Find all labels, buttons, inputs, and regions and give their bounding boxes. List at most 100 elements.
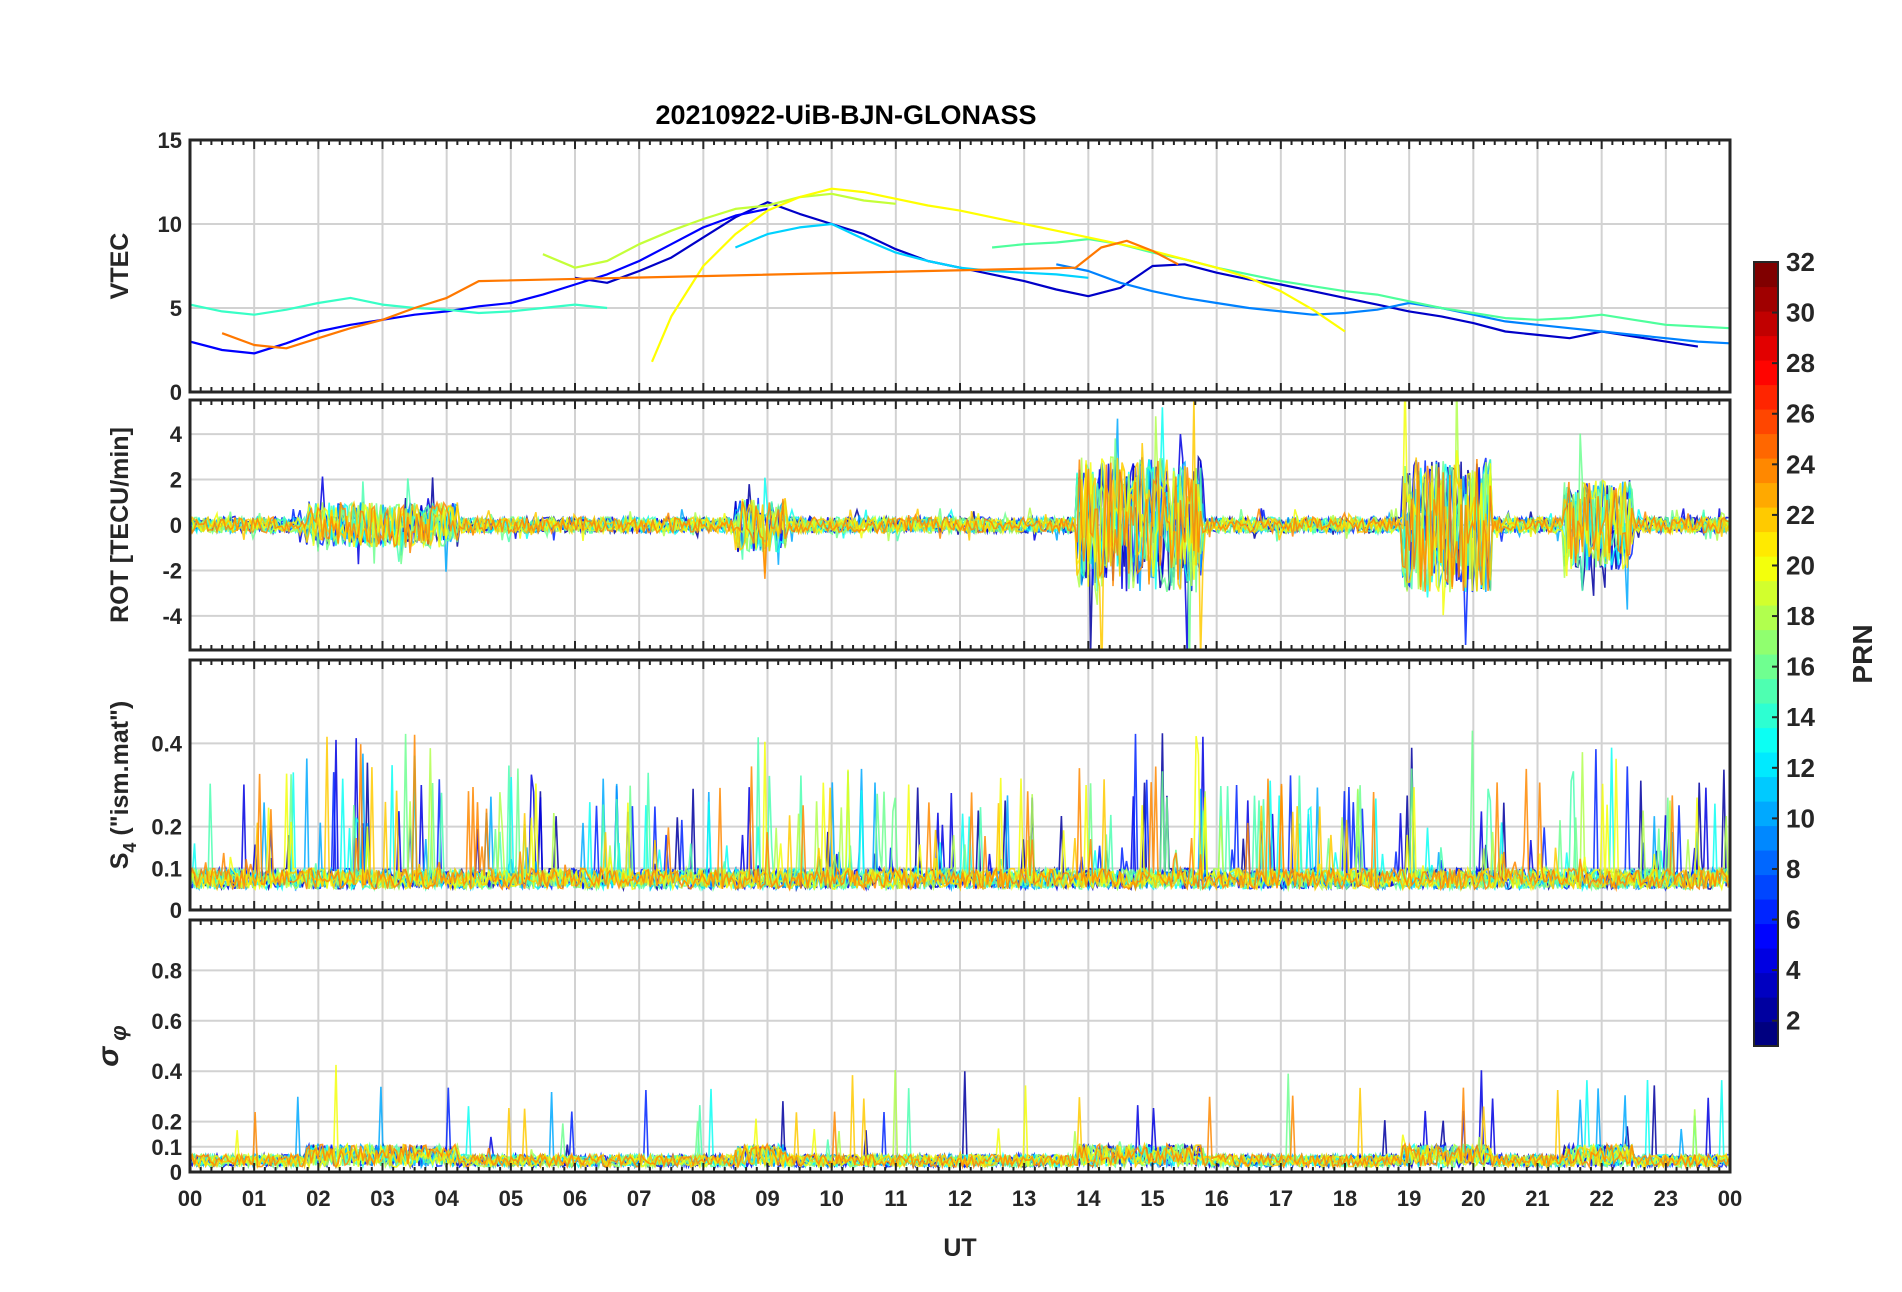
x-tick-label: 23 (1654, 1186, 1678, 1211)
colorbar-tick-label: 2 (1786, 1006, 1800, 1036)
colorbar-swatch (1754, 580, 1778, 606)
colorbar-swatch (1754, 752, 1778, 778)
colorbar-swatch (1754, 433, 1778, 459)
y-tick-label: 0.1 (151, 856, 182, 881)
colorbar-label: PRN (1847, 624, 1878, 683)
x-tick-label: 02 (306, 1186, 330, 1211)
colorbar-swatch (1754, 531, 1778, 557)
y-tick-label: 10 (158, 212, 182, 237)
x-tick-label: 00 (1718, 1186, 1742, 1211)
series-line-prn-20 (650, 187, 1346, 363)
y-tick-label: 4 (170, 422, 183, 447)
colorbar-swatch (1754, 948, 1778, 974)
y-tick-label: 0.2 (151, 815, 182, 840)
x-tick-label: 10 (819, 1186, 843, 1211)
x-tick-label: 00 (178, 1186, 202, 1211)
colorbar-tick-label: 10 (1786, 803, 1815, 833)
series-line-prn-2 (574, 201, 1699, 348)
colorbar-swatch (1754, 335, 1778, 361)
y-tick-label: 5 (170, 296, 182, 321)
y-tick-label: -2 (162, 558, 182, 583)
colorbar-tick-label: 32 (1786, 247, 1815, 277)
colorbar-tick-label: 22 (1786, 500, 1815, 530)
colorbar-swatch (1754, 850, 1778, 876)
series-line-prn-15 (190, 296, 608, 316)
colorbar-swatch (1754, 482, 1778, 508)
y-tick-label: 0 (170, 1160, 182, 1185)
x-tick-label: 08 (691, 1186, 715, 1211)
x-tick-label: 07 (627, 1186, 651, 1211)
y-tick-label: 0.4 (151, 1059, 182, 1084)
chart-title: 20210922-UiB-BJN-GLONASS (655, 100, 1036, 130)
y-tick-label: 0 (170, 898, 182, 923)
x-tick-label: 19 (1397, 1186, 1421, 1211)
y-tick-label: 0.2 (151, 1110, 182, 1135)
x-tick-label: 17 (1269, 1186, 1293, 1211)
y-tick-label: 15 (158, 128, 182, 153)
colorbar-swatch (1754, 311, 1778, 337)
colorbar-swatch (1754, 874, 1778, 900)
colorbar-swatch (1754, 458, 1778, 484)
trace-line (190, 734, 1730, 893)
trace-line (190, 1087, 1730, 1170)
colorbar-swatch (1754, 801, 1778, 827)
trace-line (190, 737, 1730, 893)
panel-1: 0 5 10 15 VTEC (106, 128, 1732, 405)
y-tick-label: 0.4 (151, 731, 182, 756)
x-tick-label: 18 (1333, 1186, 1357, 1211)
colorbar-swatch (1754, 507, 1778, 533)
colorbar-tick-label: 24 (1786, 449, 1815, 479)
y-tick-label: 0.8 (151, 958, 182, 983)
x-tick-label: 21 (1525, 1186, 1549, 1211)
colorbar-tick-label: 16 (1786, 652, 1815, 682)
colorbar-tick-label: 6 (1786, 905, 1800, 935)
colorbar-swatch (1754, 776, 1778, 802)
x-tick-label: 22 (1589, 1186, 1613, 1211)
x-tick-label: 20 (1461, 1186, 1485, 1211)
y-axis-label: ROT [TECU/min] (106, 427, 134, 623)
trace-line (190, 458, 1729, 592)
y-axis-label: VTEC (106, 233, 134, 300)
x-tick-label: 11 (884, 1186, 907, 1211)
x-tick-label: 16 (1204, 1186, 1228, 1211)
y-tick-label: 0.1 (151, 1135, 182, 1160)
colorbar-swatch (1754, 556, 1778, 582)
x-tick-label: 03 (370, 1186, 394, 1211)
colorbar-swatch (1754, 678, 1778, 704)
colorbar-tick-label: 8 (1786, 854, 1800, 884)
panel-4: 00.10.2 0.4 0.6 0.8 σ φ 00 01 02 03 04 05 06 07 08 09 1… (92, 918, 1742, 1211)
colorbar-swatch (1754, 923, 1778, 949)
series-line-prn-4 (190, 207, 768, 355)
y-axis-label: σ φ (92, 1025, 131, 1067)
x-tick-label: 05 (499, 1186, 523, 1211)
colorbar-swatch (1754, 825, 1778, 851)
colorbar-tick-label: 20 (1786, 550, 1815, 580)
colorbar-tick-label: 28 (1786, 348, 1815, 378)
colorbar-tick-label: 12 (1786, 753, 1815, 783)
colorbar-tick-label: 4 (1786, 955, 1801, 985)
series-line-prn-18 (542, 192, 896, 269)
y-tick-label: -4 (162, 604, 182, 629)
y-tick-label: 0 (170, 513, 182, 538)
x-tick-label: 12 (948, 1186, 972, 1211)
colorbar-tick-label: 18 (1786, 601, 1815, 631)
y-tick-label: 0 (170, 380, 182, 405)
colorbar-swatch (1754, 703, 1778, 729)
x-tick-label: 04 (434, 1186, 459, 1211)
y-tick-label: 2 (170, 468, 182, 493)
x-axis-label: UT (943, 1234, 976, 1262)
series-line-prn-10 (1056, 263, 1730, 345)
colorbar-swatch (1754, 972, 1778, 998)
colorbar-tick-label: 14 (1786, 702, 1815, 732)
colorbar-swatch (1754, 605, 1778, 631)
colorbar-swatch (1754, 360, 1778, 386)
colorbar-swatch (1754, 997, 1778, 1023)
x-tick-label: 14 (1076, 1186, 1101, 1211)
x-tick-label: 01 (242, 1186, 266, 1211)
colorbar-swatch (1754, 286, 1778, 312)
colorbar-swatch (1754, 262, 1778, 288)
colorbar-frame (1753, 261, 1779, 1047)
data-traces (190, 187, 1730, 363)
